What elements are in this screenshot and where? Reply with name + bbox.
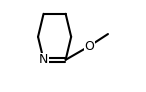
Text: N: N [39, 53, 48, 66]
Text: O: O [85, 39, 94, 53]
